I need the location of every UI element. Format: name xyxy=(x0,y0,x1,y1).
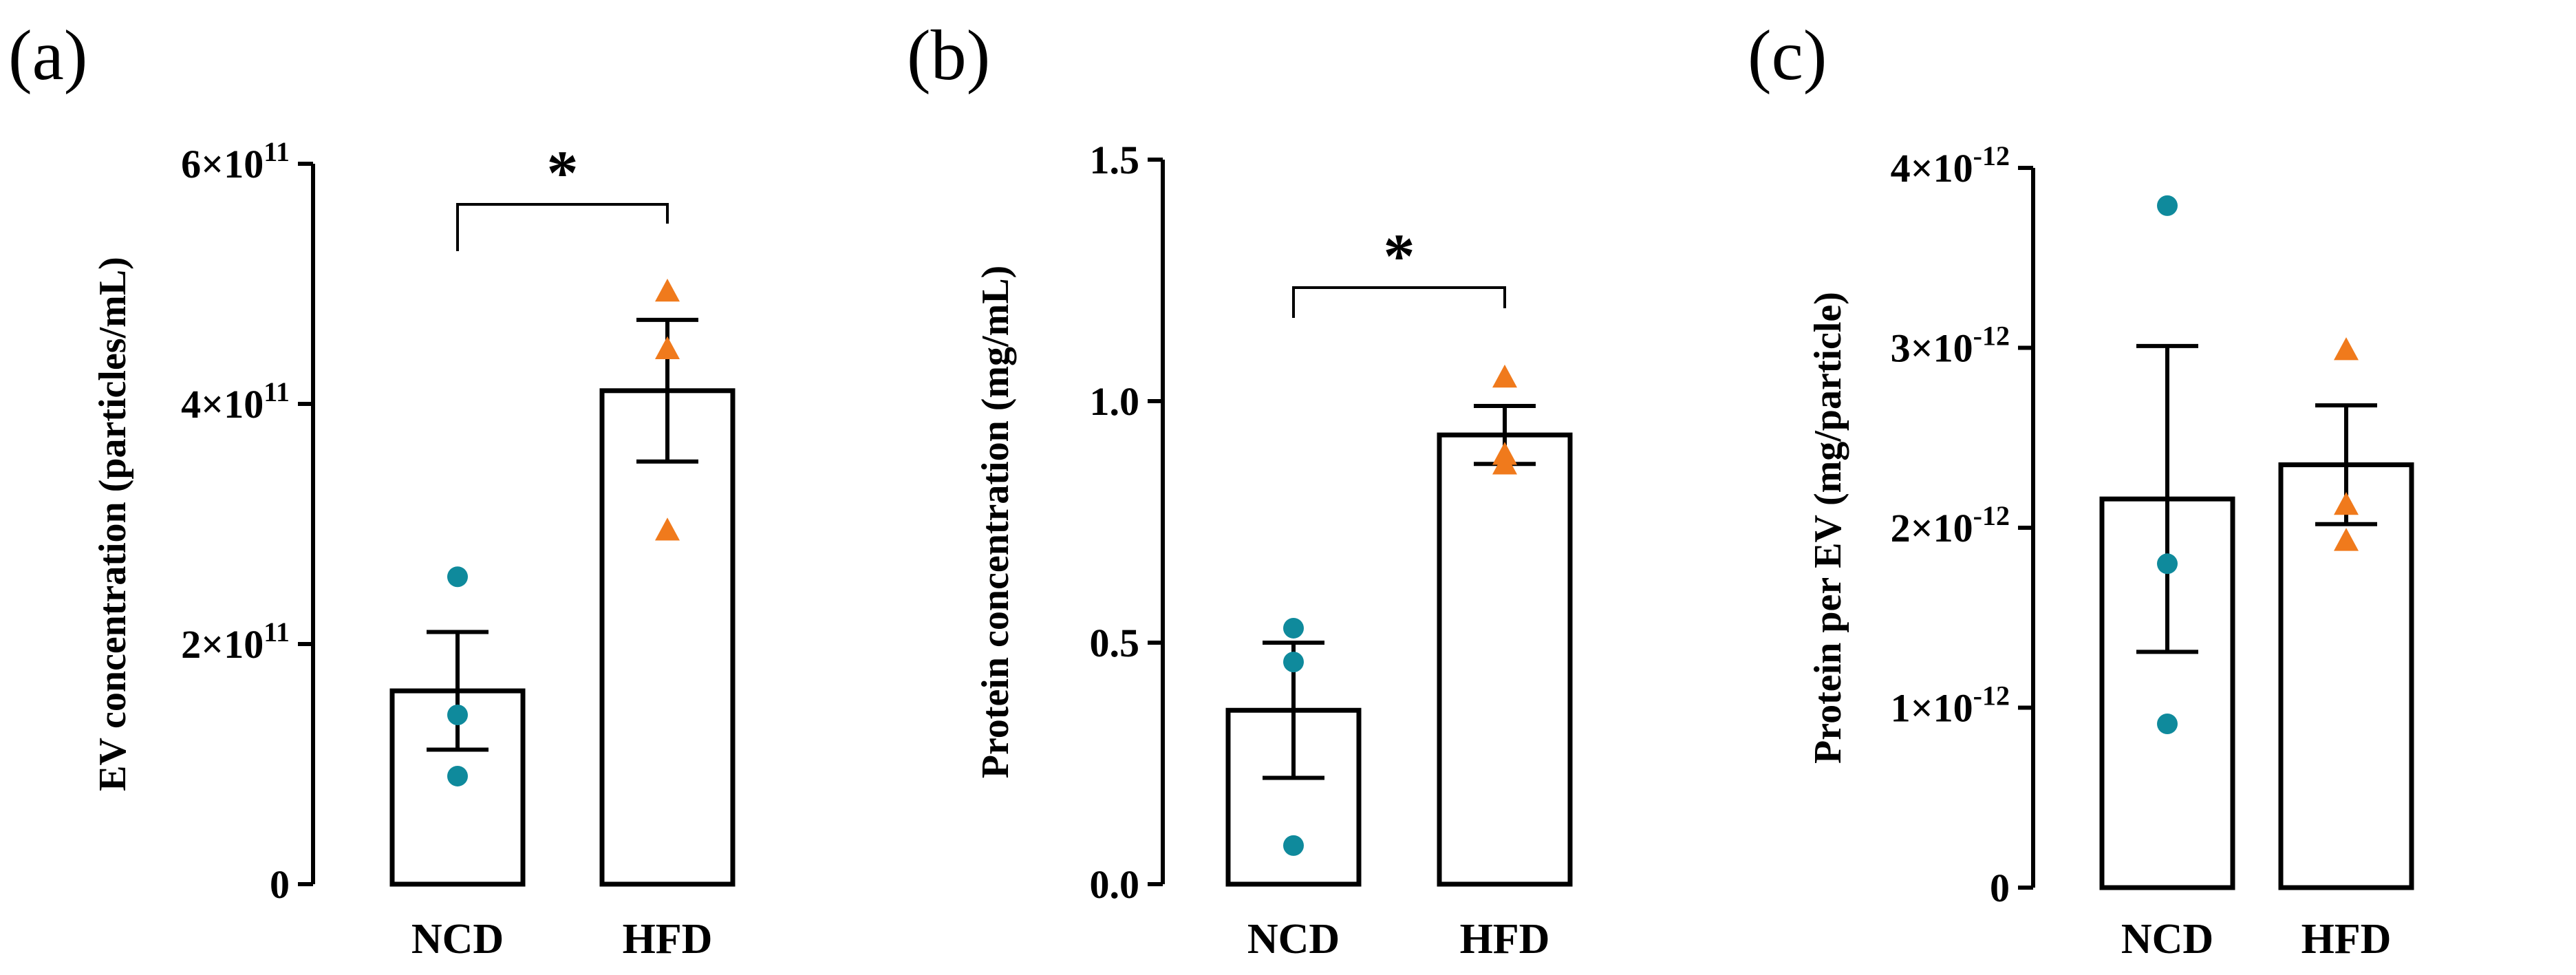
data-point-ncd xyxy=(2157,553,2178,575)
x-category-label-ncd: NCD xyxy=(1247,916,1340,963)
data-point-ncd xyxy=(1283,652,1304,673)
data-point-hfd xyxy=(655,517,680,541)
significance-star: * xyxy=(1384,221,1415,291)
panel-label: (c) xyxy=(1748,16,1827,95)
bar-hfd xyxy=(1437,432,1573,887)
data-point-ncd xyxy=(447,765,468,786)
significance-star: * xyxy=(547,138,579,208)
data-point-hfd xyxy=(655,336,680,360)
data-point-ncd xyxy=(2157,714,2178,735)
data-point-ncd xyxy=(2157,195,2178,216)
data-point-hfd xyxy=(2334,492,2359,515)
data-point-ncd xyxy=(447,566,468,588)
y-tick-label: 4×10-12 xyxy=(1891,140,2010,191)
y-tick-label: 0.5 xyxy=(1090,621,1140,665)
chart-panel-a: (a) 0 2×1011 4×1011 6×1011 EV concentration (… xyxy=(8,16,736,963)
y-tick-label: 3×10-12 xyxy=(1891,321,2010,371)
y-tick-label: 4×1011 xyxy=(181,376,290,427)
chart-panel-b: (b) 0.0 0.5 1.0 1.5 Protein concentration (mg… xyxy=(907,16,1573,963)
data-point-hfd xyxy=(1492,364,1517,388)
y-tick-label: 0.0 xyxy=(1090,862,1140,907)
y-tick-label: 1.0 xyxy=(1090,379,1140,424)
y-tick-label: 6×1011 xyxy=(181,136,290,186)
y-tick-label: 0 xyxy=(270,862,290,907)
data-point-ncd xyxy=(447,704,468,725)
y-axis-title: Protein concentration (mg/mL) xyxy=(974,266,1017,778)
significance-bracket xyxy=(456,203,669,251)
chart-panel-c: (c) 0 1×10-12 2×10-12 3×10-12 4×10-12 Protein … xyxy=(1748,16,2414,963)
data-point-ncd xyxy=(1283,617,1304,639)
x-category-label-hfd: HFD xyxy=(623,916,713,963)
x-category-label-hfd: HFD xyxy=(2301,916,2392,963)
y-tick-label: 2×1011 xyxy=(181,617,290,667)
data-point-hfd xyxy=(655,278,680,302)
panel-label: (b) xyxy=(907,16,990,95)
data-point-hfd xyxy=(2334,528,2359,551)
y-axis-title: EV concentration (particles/mL) xyxy=(92,257,134,791)
data-point-ncd xyxy=(1283,835,1304,856)
panel-label: (a) xyxy=(8,16,87,95)
x-category-label-hfd: HFD xyxy=(1460,916,1550,963)
y-tick-label: 2×10-12 xyxy=(1891,500,2010,550)
y-axis-title: Protein per EV (mg/particle) xyxy=(1807,292,1849,764)
bar-hfd xyxy=(599,388,736,887)
data-point-hfd xyxy=(1492,442,1517,465)
significance-bracket xyxy=(1292,286,1506,318)
data-point-hfd xyxy=(2334,337,2359,361)
y-tick-label: 1×10-12 xyxy=(1891,681,2010,731)
x-category-label-ncd: NCD xyxy=(411,916,504,963)
y-tick-label: 1.5 xyxy=(1090,138,1140,182)
x-category-label-ncd: NCD xyxy=(2121,916,2213,963)
y-tick-label: 0 xyxy=(1990,866,2010,910)
